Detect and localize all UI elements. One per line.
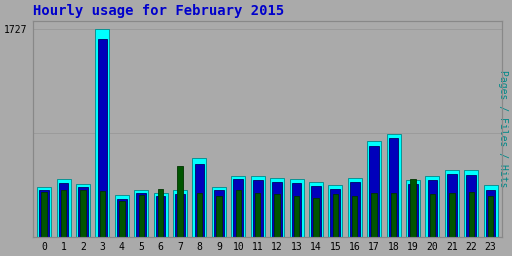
Bar [292, 183, 302, 237]
Bar [391, 193, 396, 237]
Bar [61, 190, 66, 237]
Bar [255, 193, 261, 237]
Bar [233, 179, 243, 237]
Bar [39, 190, 49, 237]
Bar [41, 192, 47, 237]
Bar [430, 194, 435, 237]
Bar [158, 189, 163, 237]
Bar [100, 191, 105, 237]
Bar [175, 194, 185, 237]
Bar [253, 179, 263, 237]
Bar [468, 192, 474, 237]
Bar [445, 170, 459, 237]
Bar [154, 193, 167, 237]
Bar [95, 29, 110, 237]
Bar [76, 184, 90, 237]
Bar [216, 196, 222, 237]
Bar [78, 187, 88, 237]
Bar [447, 174, 457, 237]
Bar [251, 176, 265, 237]
Bar [274, 194, 280, 237]
Bar [367, 141, 381, 237]
Bar [236, 190, 241, 237]
Bar [231, 176, 245, 237]
Bar [466, 175, 476, 237]
Bar [313, 198, 318, 237]
Bar [408, 184, 418, 237]
Bar [173, 190, 187, 237]
Bar [406, 180, 420, 237]
Bar [177, 166, 183, 237]
Bar [119, 201, 124, 237]
Bar [98, 39, 107, 237]
Bar [270, 178, 284, 237]
Bar [156, 196, 165, 237]
Bar [195, 164, 204, 237]
Bar [369, 146, 379, 237]
Bar [486, 190, 496, 237]
Bar [330, 189, 340, 237]
Bar [311, 186, 321, 237]
Bar [57, 179, 71, 237]
Bar [197, 193, 202, 237]
Bar [387, 134, 400, 237]
Bar [294, 196, 299, 237]
Bar [139, 195, 144, 237]
Bar [115, 195, 129, 237]
Bar [352, 196, 357, 237]
Bar [484, 185, 498, 237]
Bar [117, 198, 126, 237]
Y-axis label: Pages / Files / Hits: Pages / Files / Hits [498, 70, 508, 188]
Bar [289, 179, 304, 237]
Bar [309, 182, 323, 237]
Bar [464, 170, 478, 237]
Bar [348, 178, 362, 237]
Bar [350, 182, 359, 237]
Bar [37, 187, 51, 237]
Bar [134, 190, 148, 237]
Bar [80, 190, 86, 237]
Bar [214, 190, 224, 237]
Bar [371, 193, 377, 237]
Bar [425, 176, 439, 237]
Bar [136, 193, 146, 237]
Text: Hourly usage for February 2015: Hourly usage for February 2015 [33, 4, 284, 18]
Bar [449, 193, 455, 237]
Bar [428, 180, 437, 237]
Bar [59, 183, 69, 237]
Bar [272, 182, 282, 237]
Bar [212, 187, 226, 237]
Bar [333, 194, 338, 237]
Bar [488, 196, 494, 237]
Bar [193, 158, 206, 237]
Bar [410, 179, 416, 237]
Bar [389, 138, 398, 237]
Bar [328, 185, 343, 237]
